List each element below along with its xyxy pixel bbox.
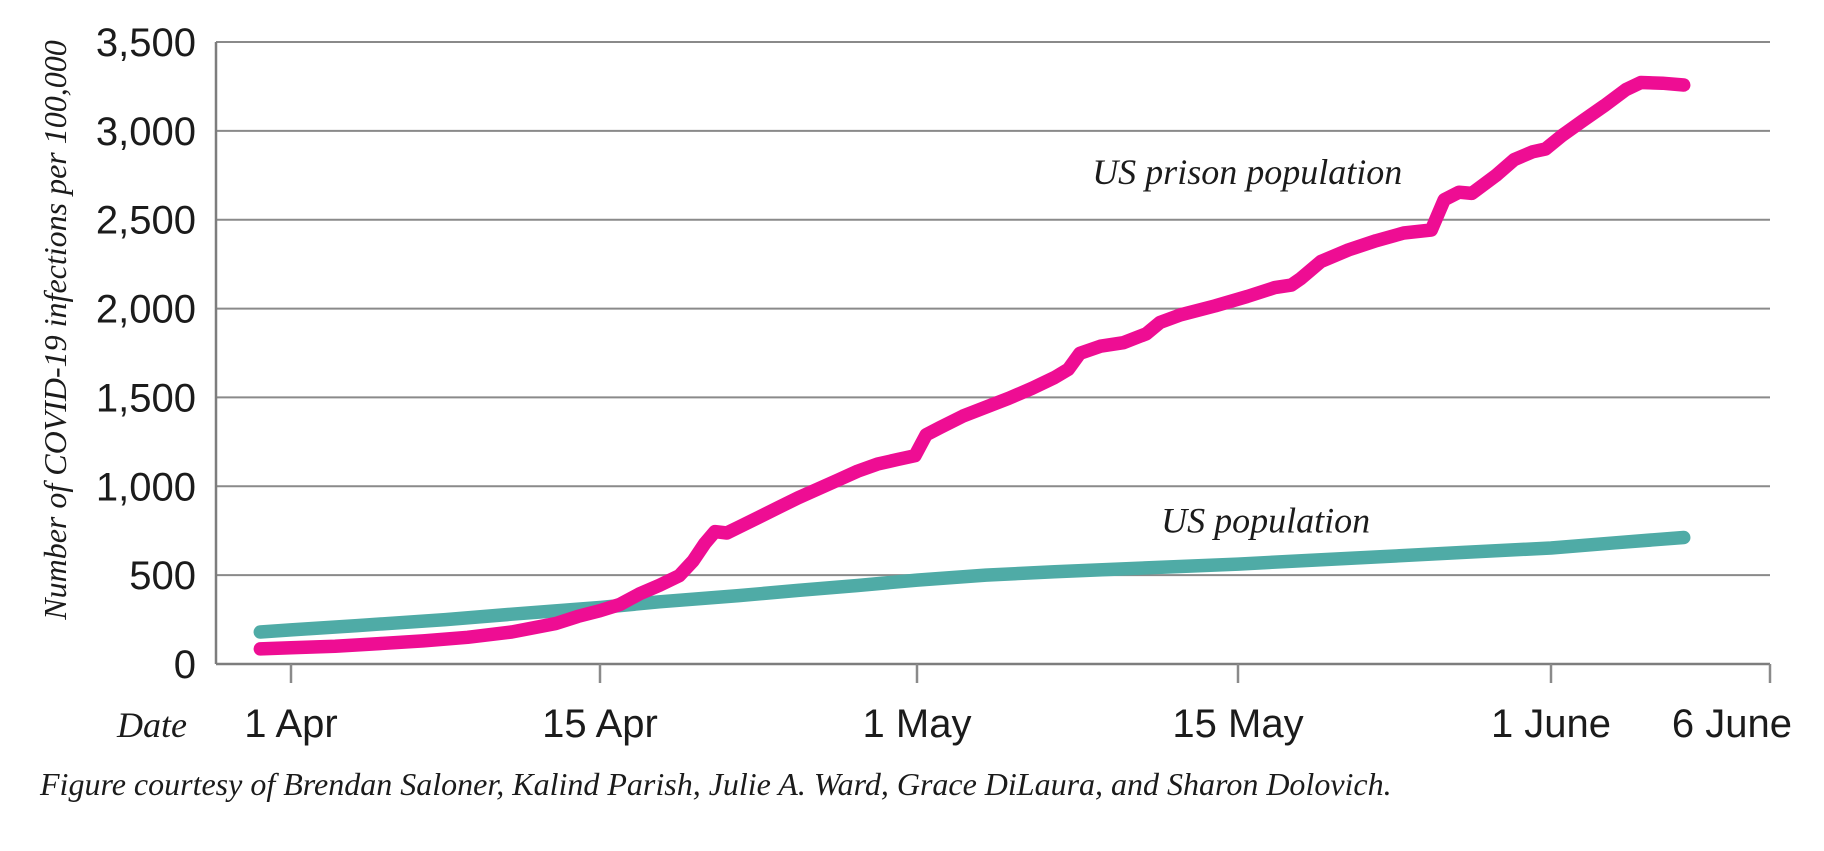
x-axis-title: Date xyxy=(116,705,187,745)
y-tick-label: 1,000 xyxy=(96,465,196,509)
annotation-us-prison: US prison population xyxy=(1092,152,1402,192)
x-tick-label: 1 May xyxy=(863,702,972,746)
y-tick-label: 500 xyxy=(129,554,196,598)
y-tick-label: 3,000 xyxy=(96,110,196,154)
x-tick-label: 1 Apr xyxy=(244,702,337,746)
x-tick-label: 1 June xyxy=(1491,702,1611,746)
figure-caption: Figure courtesy of Brendan Saloner, Kali… xyxy=(40,766,1392,802)
series-us-population-line xyxy=(253,530,1691,639)
x-tick-label: 15 Apr xyxy=(542,702,658,746)
y-tick-label: 0 xyxy=(174,643,196,687)
y-tick-label: 2,000 xyxy=(96,288,196,332)
annotation-us-population: US population xyxy=(1161,500,1370,540)
y-tick-label: 3,500 xyxy=(96,21,196,65)
y-tick-label: 1,500 xyxy=(96,376,196,420)
series-us-prison-line xyxy=(253,75,1691,656)
x-tick-label: 15 May xyxy=(1172,702,1303,746)
y-tick-label: 2,500 xyxy=(96,199,196,243)
y-axis-title: Number of COVID-19 infections per 100,00… xyxy=(37,40,73,621)
x-tick-label: 6 June xyxy=(1672,702,1792,746)
